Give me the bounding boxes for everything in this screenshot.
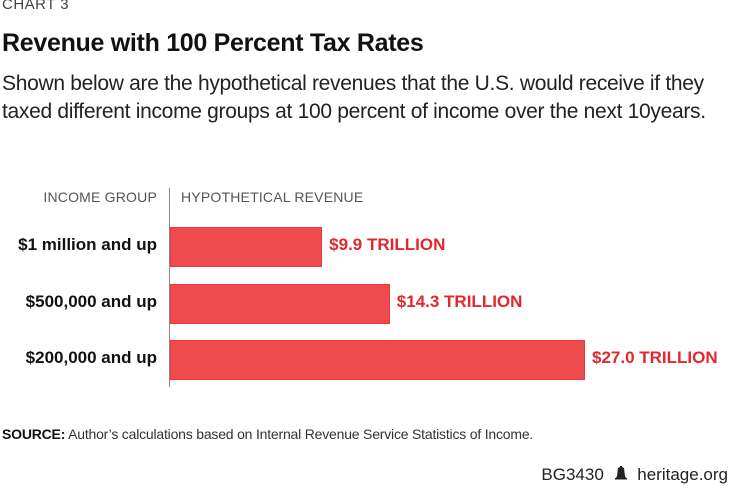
source-text: Author’s calculations based on Internal … bbox=[65, 426, 534, 442]
chart-title: Revenue with 100 Percent Tax Rates bbox=[2, 29, 424, 57]
category-label: $1 million and up bbox=[18, 235, 157, 254]
axis-divider-line bbox=[169, 188, 170, 387]
category-label: $200,000 and up bbox=[25, 348, 157, 367]
chart-kicker: CHART 3 bbox=[2, 0, 70, 13]
report-id: BG3430 bbox=[541, 465, 604, 484]
source-label: SOURCE: bbox=[2, 426, 66, 442]
category-label: $500,000 and up bbox=[25, 291, 157, 311]
column-header-hypothetical-revenue: HYPOTHETICAL REVENUE bbox=[181, 189, 364, 205]
column-header-income-group: INCOME GROUP bbox=[43, 189, 157, 205]
chart-subtitle: Shown below are the hypothetical revenue… bbox=[2, 72, 706, 123]
value-label: $9.9 TRILLION bbox=[329, 235, 446, 254]
bar bbox=[170, 227, 323, 267]
bar bbox=[170, 340, 585, 380]
value-label: $27.0 TRILLION bbox=[592, 348, 718, 367]
liberty-bell-icon bbox=[614, 465, 628, 485]
source-note: SOURCE: Author’s calculations based on I… bbox=[2, 426, 533, 442]
footer: BG3430 heritage.org bbox=[541, 465, 728, 485]
bar bbox=[170, 283, 390, 324]
value-label: $14.3 TRILLION bbox=[396, 291, 523, 311]
site-link[interactable]: heritage.org bbox=[637, 465, 728, 484]
